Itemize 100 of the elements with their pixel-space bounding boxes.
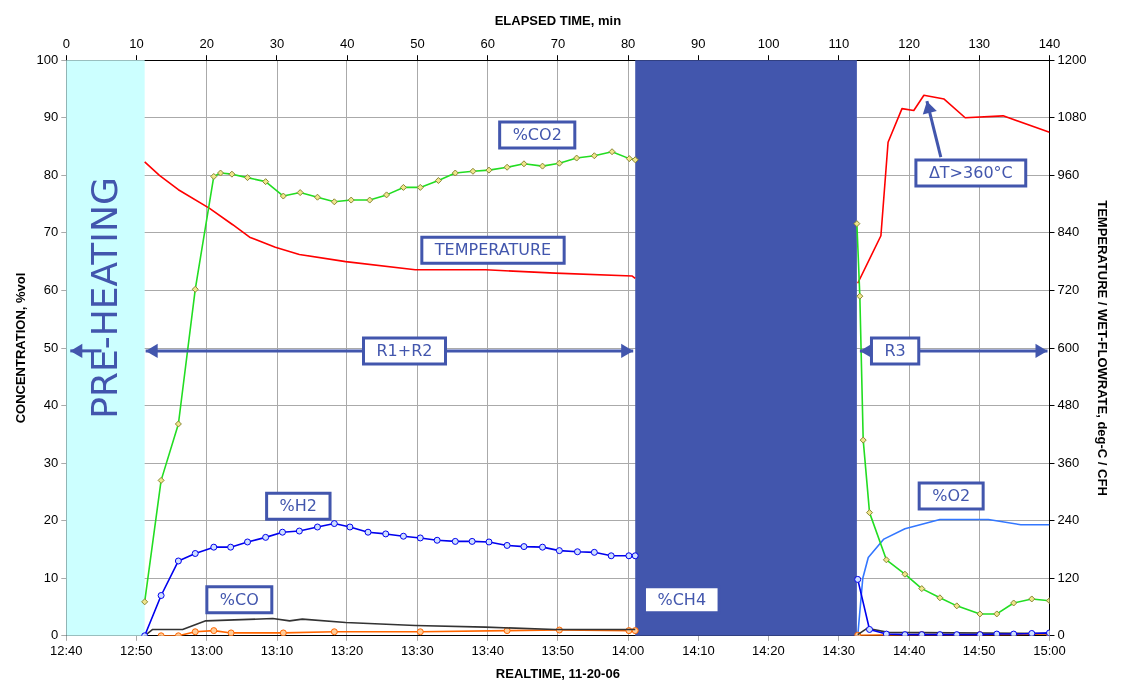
x2-tick-label: 80 <box>620 35 636 51</box>
x-tick-label: 14:40 <box>892 643 926 659</box>
x2-axis-title: ELAPSED TIME, min <box>494 13 622 29</box>
x2-tick-label: 20 <box>199 35 214 51</box>
point <box>631 552 639 560</box>
point <box>993 630 1001 636</box>
annotation: R3 <box>884 341 906 361</box>
y-tick-label: 10 <box>43 569 59 585</box>
y2-tick-label: 960 <box>1057 166 1080 182</box>
point <box>399 532 407 540</box>
y-axis-title: CONCENTRATION, %vol <box>13 272 29 424</box>
point <box>313 523 321 531</box>
x-tick-label: 14:50 <box>962 643 996 659</box>
x-tick-label: 14:30 <box>822 643 856 659</box>
y2-tick-label: 1200 <box>1057 51 1087 67</box>
y-tick-label: 20 <box>43 512 59 528</box>
point <box>227 543 235 551</box>
x-tick-label: 15:00 <box>1033 643 1066 659</box>
annotation: %O2 <box>932 486 971 506</box>
x2-tick-label: 50 <box>410 35 425 51</box>
point <box>631 627 639 635</box>
x-tick-label: 13:20 <box>330 643 364 659</box>
point <box>590 548 598 556</box>
annotation: %CH4 <box>657 589 707 609</box>
point <box>262 533 270 541</box>
point <box>191 628 199 636</box>
y2-tick-label: 720 <box>1057 282 1080 298</box>
point <box>244 538 251 546</box>
annotation: %CO <box>219 589 259 609</box>
point <box>279 629 287 636</box>
y2-tick-label: 120 <box>1057 569 1080 585</box>
y2-tick-label: 360 <box>1057 454 1080 470</box>
point <box>882 630 890 636</box>
annotation: ΔT>360°C <box>928 163 1013 183</box>
point <box>210 627 218 635</box>
y-tick-label: 30 <box>43 454 59 470</box>
x2-tick-label: 90 <box>691 35 706 51</box>
x-tick-label: 14:10 <box>682 643 715 659</box>
y-tick-label: 40 <box>43 397 59 413</box>
x-tick-label: 14:00 <box>611 643 645 659</box>
point <box>1010 630 1018 636</box>
annotation: %H2 <box>279 496 318 516</box>
x-tick-label: 13:40 <box>471 643 504 659</box>
point <box>278 528 286 536</box>
point <box>174 557 182 565</box>
point <box>330 628 338 636</box>
y2-tick-label: 240 <box>1057 512 1080 528</box>
point <box>210 543 218 551</box>
point <box>573 548 581 556</box>
y-tick-label: 50 <box>43 339 59 355</box>
x-tick-label: 12:40 <box>50 643 83 659</box>
point <box>346 523 354 531</box>
point <box>468 537 476 545</box>
x2-tick-label: 60 <box>480 35 495 51</box>
x2-tick-label: 40 <box>339 35 355 51</box>
x-tick-label: 14:20 <box>752 643 785 659</box>
y2-axis-title: TEMPERATURE / WET-FLOWRATE, deg-C / CFH <box>1094 200 1110 496</box>
point <box>382 530 390 538</box>
point <box>364 528 372 536</box>
x2-tick-label: 100 <box>757 35 780 51</box>
point <box>555 547 563 555</box>
band-label: PRE-HEATING <box>83 177 125 419</box>
annotation: TEMPERATURE <box>433 240 552 260</box>
point <box>503 541 511 549</box>
y2-tick-label: 600 <box>1057 339 1080 355</box>
point <box>157 592 165 600</box>
point <box>451 537 459 545</box>
x-tick-label: 13:00 <box>190 643 223 659</box>
point <box>485 538 493 546</box>
x2-tick-label: 110 <box>828 35 850 51</box>
point <box>295 527 303 535</box>
x-axis-title: REALTIME, 11-20-06 <box>495 665 620 681</box>
point <box>539 543 546 551</box>
point <box>416 534 424 542</box>
x2-tick-label: 30 <box>269 35 285 51</box>
point <box>330 520 338 528</box>
point <box>607 552 615 560</box>
x2-tick-label: 0 <box>62 35 70 51</box>
annotation: %CO2 <box>512 125 562 145</box>
x2-tick-label: 10 <box>129 35 144 51</box>
point <box>520 543 528 551</box>
x2-tick-label: 140 <box>1038 35 1061 51</box>
point <box>854 575 862 583</box>
x-tick-label: 13:50 <box>541 643 574 659</box>
y-tick-label: 80 <box>43 166 59 182</box>
point <box>625 552 633 560</box>
y2-tick-label: 1080 <box>1057 109 1087 125</box>
y-tick-label: 60 <box>43 282 59 298</box>
point <box>1028 630 1036 636</box>
x2-tick-label: 70 <box>550 35 566 51</box>
point <box>416 628 424 636</box>
y-tick-label: 90 <box>43 109 59 125</box>
y2-tick-label: 840 <box>1057 224 1080 240</box>
point <box>191 549 199 557</box>
y-tick-label: 100 <box>36 51 59 67</box>
x2-tick-label: 120 <box>898 35 920 51</box>
y-tick-label: 0 <box>51 627 59 643</box>
y2-tick-label: 0 <box>1057 627 1065 643</box>
x-tick-label: 13:10 <box>260 643 294 659</box>
annotation: R1+R2 <box>376 341 433 361</box>
